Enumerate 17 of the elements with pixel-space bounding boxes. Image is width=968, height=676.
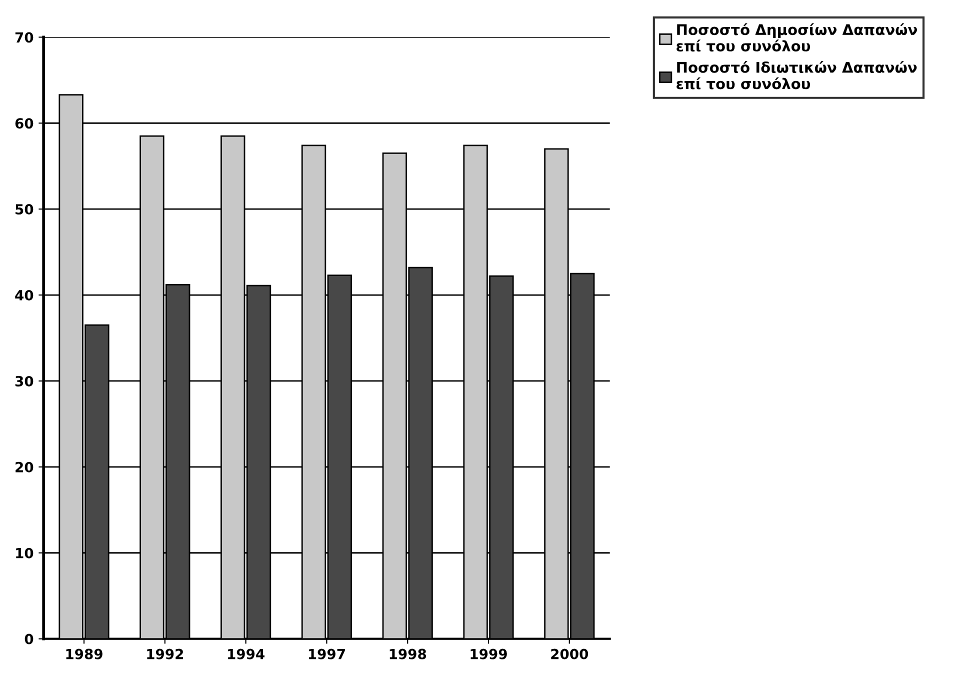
x-tick-label: 1994 [228, 648, 264, 660]
y-tick-label: 70 [15, 32, 34, 43]
x-tick-label: 1998 [390, 648, 426, 660]
y-tick-label: 50 [16, 204, 34, 215]
y-tick-label: 0 [24, 634, 34, 644]
x-tick-label: 1999 [470, 648, 507, 660]
x-tick-label: 2000 [551, 648, 588, 660]
y-tick-label: 10 [16, 548, 34, 558]
y-tick-label: 20 [16, 462, 34, 472]
legend-label: Ποσοστό Δημοσίων Δαπανών επί του συνόλου [676, 23, 918, 52]
legend-label: Ποσοστό Ιδιωτικών Δαπανών επί του συνόλου [676, 61, 917, 90]
y-tick-label: 40 [15, 290, 34, 300]
y-tick-label: 30 [15, 376, 34, 386]
x-tick-label: 1989 [66, 648, 102, 660]
x-tick-label: 1992 [147, 648, 184, 660]
y-tick-label: 60 [15, 118, 34, 129]
x-tick-label: 1997 [308, 648, 345, 660]
